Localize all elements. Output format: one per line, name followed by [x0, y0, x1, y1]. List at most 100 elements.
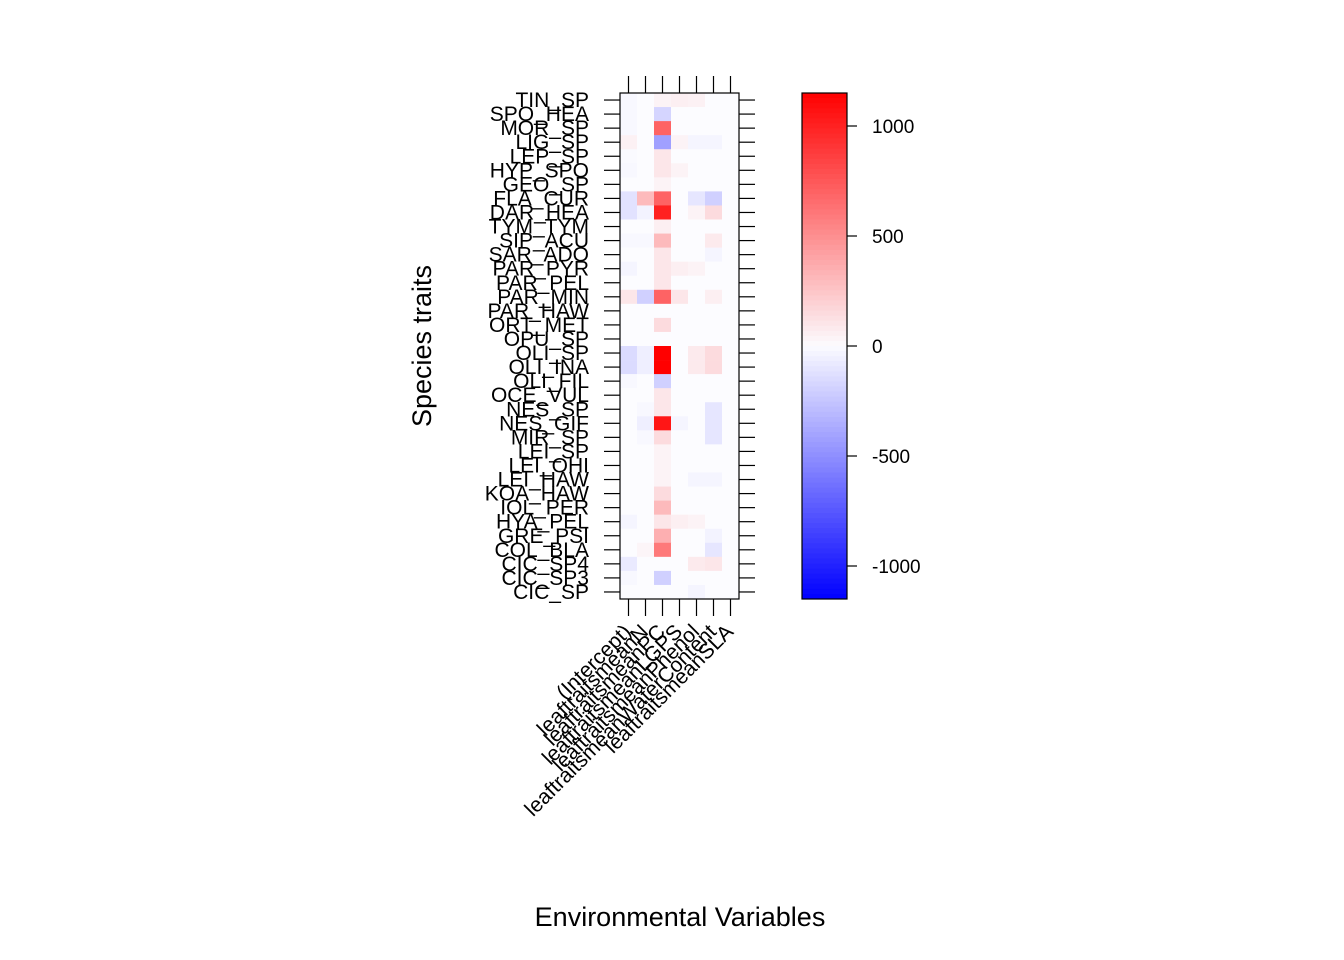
- heatmap-cell: [654, 570, 672, 586]
- heatmap-cell: [671, 500, 689, 515]
- heatmap-cell: [722, 93, 740, 108]
- heatmap-cell: [654, 542, 672, 558]
- heatmap-cell: [671, 93, 689, 108]
- heatmap-cell: [637, 121, 655, 136]
- y-tick-label: GRE_PSI: [498, 525, 589, 548]
- heatmap-cell: [654, 191, 672, 206]
- heatmap-cell: [620, 458, 638, 473]
- colorbar-band: [802, 386, 847, 392]
- heatmap-cell: [637, 388, 655, 403]
- heatmap-cell: [620, 93, 638, 108]
- heatmap-cell: [637, 261, 655, 277]
- colorbar-band: [802, 502, 847, 509]
- colorbar-band: [802, 219, 847, 225]
- heatmap-cell: [637, 346, 655, 361]
- colorbar-band: [802, 416, 847, 423]
- heatmap-cell: [671, 107, 689, 122]
- colorbar-band: [802, 563, 847, 570]
- heatmap-cell: [705, 177, 723, 192]
- heatmap-cell: [637, 163, 655, 178]
- colorbar-band: [802, 310, 847, 317]
- colorbar-band: [802, 452, 847, 458]
- heatmap-cell: [722, 261, 740, 277]
- colorbar-band: [802, 578, 847, 585]
- heatmap-cell: [620, 247, 638, 262]
- heatmap-cell: [637, 219, 655, 234]
- heatmap-cell: [620, 528, 638, 544]
- colorbar-band: [802, 523, 847, 529]
- heatmap-cell: [705, 93, 723, 108]
- heatmap-cell: [688, 444, 706, 459]
- heatmap-cell: [637, 500, 655, 515]
- colorbar-band: [802, 168, 847, 175]
- heatmap-cell: [637, 93, 655, 108]
- heatmap-cell: [722, 360, 740, 375]
- heatmap-cell: [620, 374, 638, 389]
- heatmap-cell: [620, 289, 638, 305]
- y-tick-label: IOL_PER: [500, 497, 589, 520]
- heatmap-cell: [620, 570, 638, 586]
- heatmap-cell: [688, 486, 706, 501]
- colorbar-band: [802, 118, 847, 124]
- y-tick-label: TIN_SP: [515, 89, 589, 112]
- heatmap-cell: [705, 402, 723, 417]
- colorbar-band: [802, 558, 847, 564]
- heatmap-cell: [620, 149, 638, 164]
- colorbar-band: [802, 356, 847, 362]
- heatmap-cell: [705, 444, 723, 459]
- heatmap-cell: [722, 388, 740, 403]
- heatmap-cell: [688, 93, 706, 108]
- colorbar-band: [802, 528, 847, 534]
- heatmap-cell: [620, 360, 638, 375]
- y-tick-label: MOR_SP: [500, 117, 589, 140]
- colorbar-band: [802, 497, 847, 504]
- colorbar-band: [802, 447, 847, 453]
- heatmap-cell: [722, 303, 740, 319]
- y-tick-label: OLI_SP: [515, 342, 589, 365]
- heatmap-cell: [620, 402, 638, 417]
- heatmap-cell: [705, 486, 723, 501]
- heatmap-cell: [722, 121, 740, 136]
- colorbar-band: [802, 148, 847, 155]
- heatmap-cell: [688, 261, 706, 277]
- heatmap-cell: [620, 303, 638, 319]
- colorbar-band: [802, 265, 847, 271]
- colorbar-band: [802, 280, 847, 286]
- heatmap-cell: [671, 205, 689, 220]
- heatmap-cell: [722, 542, 740, 558]
- colorbar-band: [802, 320, 847, 327]
- heatmap-cell: [620, 135, 638, 150]
- heatmap-cell: [722, 458, 740, 473]
- colorbar: [802, 93, 847, 600]
- colorbar-ticks: -1000 -500 0 500 1000: [847, 117, 921, 578]
- heatmap-cell: [705, 317, 723, 333]
- colorbar-tick-label: -500: [872, 447, 910, 468]
- heatmap-cell: [705, 261, 723, 277]
- heatmap-cell: [722, 191, 740, 206]
- colorbar-band: [802, 158, 847, 165]
- colorbar-tick-label: 500: [872, 227, 904, 248]
- colorbar-tick-label: 0: [872, 337, 883, 358]
- heatmap-cell: [637, 275, 655, 291]
- heatmap-cell: [620, 584, 638, 600]
- heatmap-cell: [722, 289, 740, 305]
- heatmap-cell: [688, 472, 706, 487]
- colorbar-band: [802, 173, 847, 180]
- heatmap-cell: [705, 472, 723, 487]
- heatmap-cell: [654, 388, 672, 403]
- heatmap-cell: [705, 191, 723, 206]
- heatmap-cell: [637, 317, 655, 333]
- heatmap-cell: [654, 107, 672, 122]
- heatmap-cell: [705, 458, 723, 473]
- y-tick-label: OLI_FIL: [513, 370, 589, 393]
- heatmap-cell: [688, 149, 706, 164]
- heatmap-cell: [620, 472, 638, 487]
- y-tick-label: MIR_SP: [511, 426, 589, 449]
- y-tick-label: DAR_HEA: [490, 201, 589, 224]
- colorbar-band: [802, 204, 847, 210]
- heatmap-cell: [620, 331, 638, 347]
- heatmap-cell: [654, 360, 672, 375]
- y-tick-labels: TIN_SPSPO_HEAMOR_SPLIG_SPLEP_SPHYP_SPOGE…: [485, 89, 590, 604]
- heatmap-cell: [654, 458, 672, 473]
- heatmap-cell: [620, 275, 638, 291]
